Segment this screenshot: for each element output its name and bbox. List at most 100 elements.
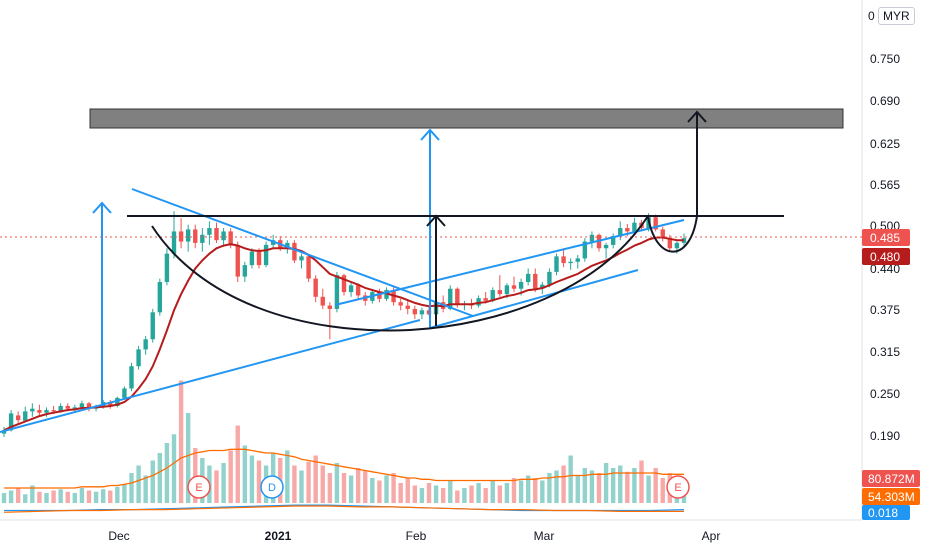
volume-bar xyxy=(596,473,602,503)
target-zone[interactable] xyxy=(89,108,844,129)
volume-bar xyxy=(313,455,318,503)
volume-bar xyxy=(249,455,255,503)
volume-bar xyxy=(412,485,418,503)
candle xyxy=(242,261,248,282)
time-tick-label: Dec xyxy=(108,529,129,543)
candle xyxy=(221,228,226,247)
resistance-trendline[interactable] xyxy=(131,188,474,317)
volume-bar xyxy=(150,460,155,503)
candle xyxy=(511,276,517,293)
indicator-line-orange xyxy=(3,505,684,513)
candle xyxy=(299,253,304,269)
volume-bar xyxy=(193,448,198,503)
ma-price-value: 0.480 xyxy=(870,250,900,264)
candle xyxy=(377,288,382,303)
channel-lower-line[interactable] xyxy=(429,269,639,329)
candle xyxy=(122,386,127,400)
price-tick-label: 0.750 xyxy=(870,52,900,66)
axis-zero-label: 0 xyxy=(868,9,875,23)
candle xyxy=(129,362,134,392)
last-price-value: 0.485 xyxy=(870,231,900,245)
volume-bar xyxy=(518,480,524,503)
volume-bar xyxy=(575,475,580,503)
volume-bar xyxy=(15,488,21,503)
volume-bar xyxy=(100,489,106,503)
volume-bar xyxy=(426,483,432,503)
volume-bar xyxy=(65,491,70,503)
volume-bar xyxy=(660,478,665,503)
volume-bar xyxy=(72,493,78,503)
candle xyxy=(582,238,588,262)
candle xyxy=(292,240,297,264)
volume-bar xyxy=(320,465,325,503)
candle xyxy=(419,307,425,320)
volume-bar xyxy=(483,488,488,503)
candle xyxy=(214,222,219,243)
dividend-marker[interactable]: D xyxy=(260,475,284,499)
volume-bar xyxy=(398,483,403,503)
volume-bar xyxy=(235,425,240,503)
arrowhead-icon xyxy=(92,201,112,214)
dividend-marker-label: D xyxy=(268,482,276,494)
candle xyxy=(235,241,240,282)
candle xyxy=(23,406,28,423)
time-tick-label: Apr xyxy=(702,529,721,543)
volume-bar xyxy=(455,490,460,503)
volume-bar xyxy=(419,488,425,503)
candle xyxy=(207,221,212,245)
handle-curve[interactable] xyxy=(647,215,698,253)
volume-bar xyxy=(51,490,56,503)
moving-average-line xyxy=(3,236,684,432)
arrowhead-icon xyxy=(687,110,707,123)
volume-bar xyxy=(327,473,333,503)
price-tick-label: 0.625 xyxy=(870,137,900,151)
volume-bar xyxy=(306,461,311,503)
volume-bar xyxy=(58,489,63,503)
candle xyxy=(462,300,467,311)
channel-upper-line[interactable] xyxy=(334,219,685,306)
price-axis[interactable]: 0.7500.6900.6250.5650.5000.4400.3750.315… xyxy=(870,52,900,443)
price-tick-label: 0.440 xyxy=(870,262,900,276)
earnings-marker-label: E xyxy=(674,482,681,494)
candle xyxy=(596,233,602,252)
volume-bar xyxy=(610,468,616,503)
volume-bar xyxy=(164,443,170,503)
candle xyxy=(653,214,658,232)
volume-bar xyxy=(93,491,99,503)
candle xyxy=(15,411,21,424)
candle xyxy=(30,403,35,417)
time-tick-label: 2021 xyxy=(265,529,292,543)
candle xyxy=(263,241,269,268)
volume-bar xyxy=(30,485,35,503)
candles xyxy=(1,211,687,437)
candle xyxy=(37,404,42,416)
currency-selector[interactable]: MYR xyxy=(878,7,915,25)
volume-bar xyxy=(384,475,389,503)
volume-bar xyxy=(568,455,573,503)
earnings-marker[interactable]: E xyxy=(666,475,690,499)
candle xyxy=(249,248,255,269)
cup-curve[interactable] xyxy=(151,215,649,332)
earnings-marker[interactable]: E xyxy=(187,475,211,499)
volume-bar xyxy=(370,478,375,503)
volume-bar xyxy=(547,473,552,503)
support-trendline[interactable] xyxy=(0,319,421,433)
price-tick-label: 0.565 xyxy=(870,178,900,192)
last-price-badge: 0.485 xyxy=(862,229,910,246)
volume-bar xyxy=(646,475,651,503)
volume-bar xyxy=(469,485,474,503)
volume-bar xyxy=(185,413,191,503)
volume-bar xyxy=(228,450,233,503)
price-tick-label: 0.250 xyxy=(870,387,900,401)
time-axis[interactable]: Dec 2021 Feb Mar Apr xyxy=(108,529,720,543)
indicator-value: 0.018 xyxy=(868,506,898,520)
candle xyxy=(398,298,403,311)
volume-bar xyxy=(1,493,7,503)
candle xyxy=(575,255,580,269)
arrowhead-icon xyxy=(420,128,440,141)
volume-bar xyxy=(334,463,340,503)
candle xyxy=(448,285,453,311)
volume-bar xyxy=(348,475,354,503)
volume-bar xyxy=(115,486,120,503)
